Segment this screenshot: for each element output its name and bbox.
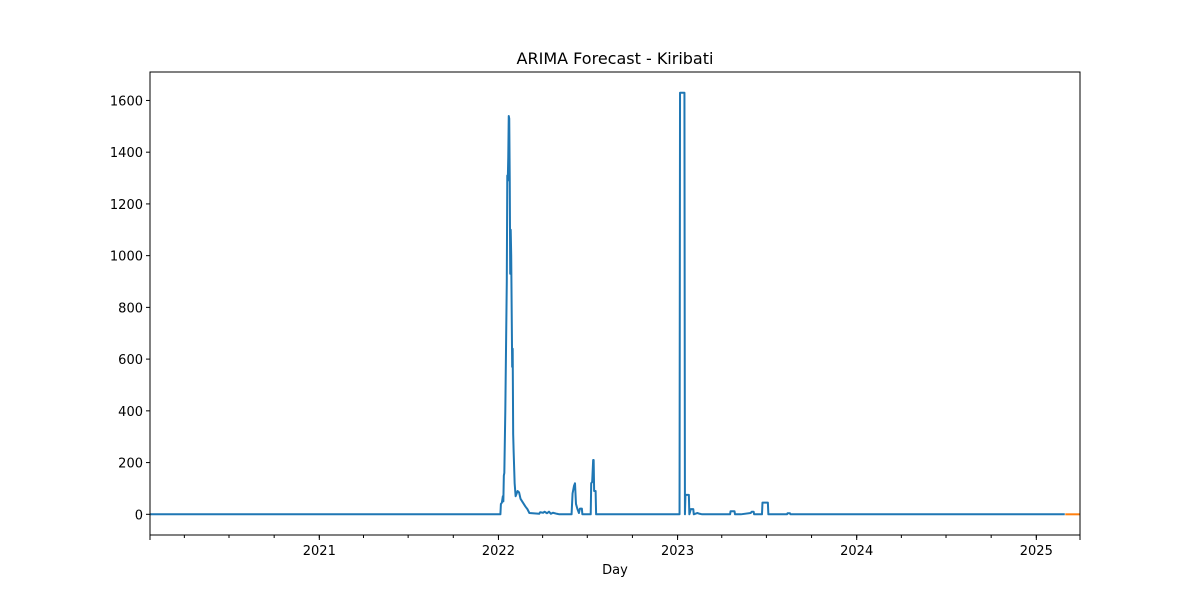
y-tick-label: 800 <box>118 301 143 316</box>
y-tick-label: 0 <box>135 508 143 523</box>
x-tick-label: 2023 <box>661 544 694 559</box>
y-tick-label: 1000 <box>110 250 143 265</box>
axes-frame <box>149 71 1081 536</box>
y-tick-label: 600 <box>118 353 143 368</box>
x-axis: 2021 2022 2023 2024 2025 <box>149 535 1081 559</box>
x-tick-label: 2024 <box>840 544 873 559</box>
x-tick-label: 2021 <box>303 544 336 559</box>
series-1-line <box>150 91 1065 516</box>
y-axis: 0 200 400 600 800 1000 1200 1400 1600 <box>110 94 150 523</box>
x-tick-label: 2025 <box>1020 544 1053 559</box>
y-tick-label: 1600 <box>110 94 143 109</box>
plot-area <box>150 91 1080 516</box>
y-tick-label: 200 <box>118 457 143 472</box>
x-axis-label: Day <box>602 563 628 578</box>
y-tick-label: 400 <box>118 405 143 420</box>
y-tick-label: 1400 <box>110 146 143 161</box>
y-tick-label: 1200 <box>110 198 143 213</box>
chart-title: ARIMA Forecast - Kiribati <box>517 49 714 68</box>
x-tick-label: 2022 <box>482 544 515 559</box>
